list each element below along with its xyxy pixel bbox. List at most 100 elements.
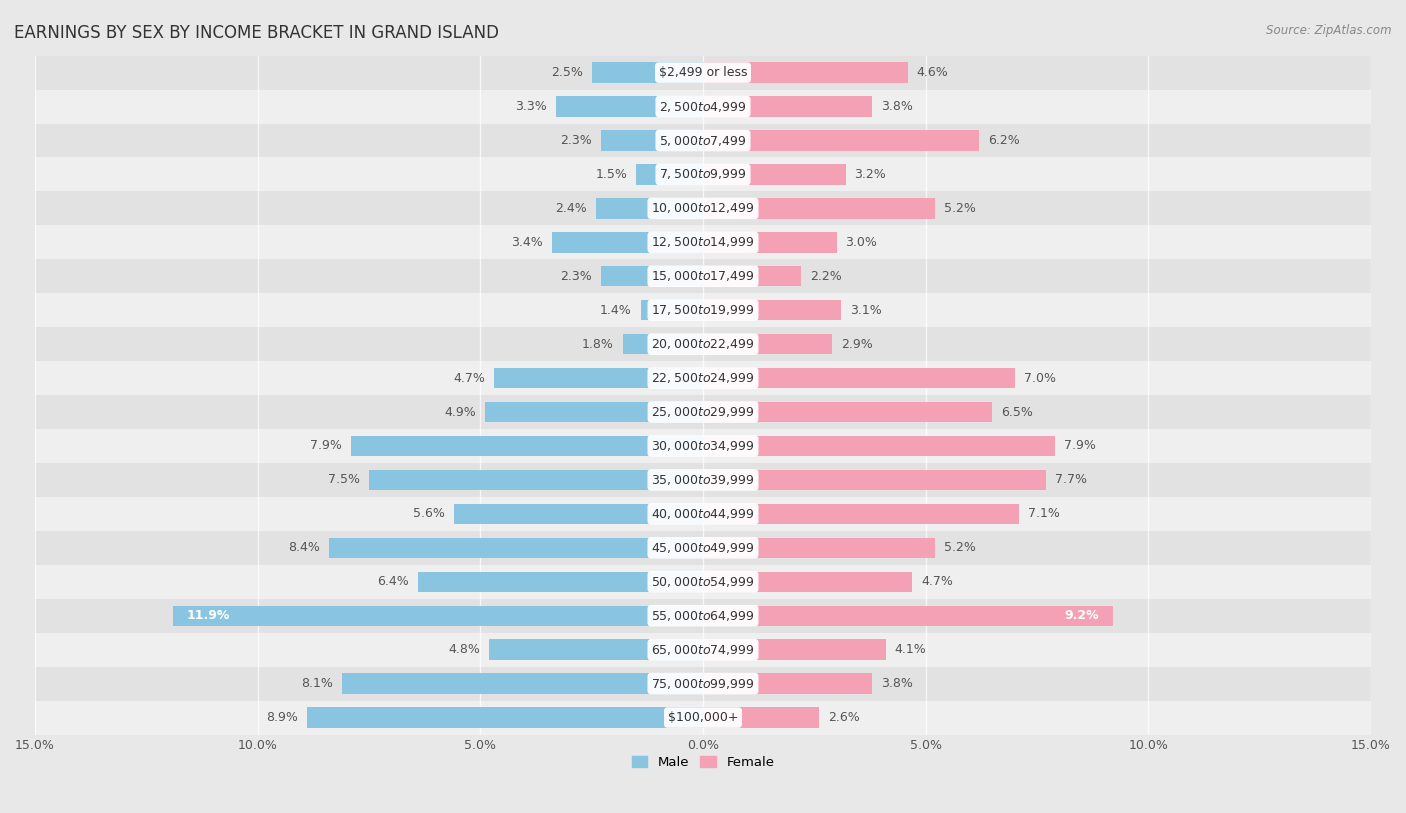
Bar	[703, 97, 872, 117]
Text: 3.0%: 3.0%	[845, 236, 877, 249]
Bar	[703, 504, 1019, 524]
Bar	[703, 537, 935, 558]
Text: 9.2%: 9.2%	[1064, 609, 1099, 622]
Bar	[35, 259, 1371, 293]
Bar	[623, 334, 703, 354]
Text: $25,000 to $29,999: $25,000 to $29,999	[651, 405, 755, 419]
Bar	[703, 233, 837, 253]
Text: 4.8%: 4.8%	[449, 643, 481, 656]
Bar	[703, 164, 845, 185]
Text: 2.6%: 2.6%	[828, 711, 859, 724]
Text: 5.6%: 5.6%	[413, 507, 444, 520]
Text: Source: ZipAtlas.com: Source: ZipAtlas.com	[1267, 24, 1392, 37]
Bar	[35, 158, 1371, 191]
Text: 2.5%: 2.5%	[551, 66, 582, 79]
Text: $55,000 to $64,999: $55,000 to $64,999	[651, 609, 755, 623]
Bar	[703, 368, 1015, 389]
Bar	[35, 531, 1371, 565]
Bar	[35, 225, 1371, 259]
Bar	[35, 633, 1371, 667]
Bar	[173, 606, 703, 626]
Text: 8.4%: 8.4%	[288, 541, 321, 554]
Text: 5.2%: 5.2%	[943, 202, 976, 215]
Bar	[600, 266, 703, 286]
Bar	[703, 63, 908, 83]
Bar	[35, 361, 1371, 395]
Text: $100,000+: $100,000+	[668, 711, 738, 724]
Text: 2.3%: 2.3%	[560, 134, 592, 147]
Text: 1.5%: 1.5%	[595, 168, 627, 181]
Text: $10,000 to $12,499: $10,000 to $12,499	[651, 202, 755, 215]
Text: 3.2%: 3.2%	[855, 168, 886, 181]
Bar	[703, 436, 1054, 456]
Bar	[35, 293, 1371, 327]
Bar	[307, 707, 703, 728]
Text: 3.8%: 3.8%	[882, 677, 912, 690]
Text: 8.9%: 8.9%	[266, 711, 298, 724]
Bar	[636, 164, 703, 185]
Text: $75,000 to $99,999: $75,000 to $99,999	[651, 676, 755, 690]
Text: 7.1%: 7.1%	[1028, 507, 1060, 520]
Text: $45,000 to $49,999: $45,000 to $49,999	[651, 541, 755, 554]
Text: $2,500 to $4,999: $2,500 to $4,999	[659, 99, 747, 114]
Bar	[35, 463, 1371, 497]
Bar	[703, 130, 979, 150]
Bar	[596, 198, 703, 219]
Bar	[35, 55, 1371, 89]
Text: $5,000 to $7,499: $5,000 to $7,499	[659, 133, 747, 147]
Text: 6.2%: 6.2%	[988, 134, 1019, 147]
Text: 6.4%: 6.4%	[377, 576, 409, 589]
Text: $22,500 to $24,999: $22,500 to $24,999	[651, 371, 755, 385]
Bar	[703, 640, 886, 660]
Bar	[703, 572, 912, 592]
Bar	[485, 402, 703, 422]
Bar	[35, 701, 1371, 734]
Text: $50,000 to $54,999: $50,000 to $54,999	[651, 575, 755, 589]
Text: $30,000 to $34,999: $30,000 to $34,999	[651, 439, 755, 453]
Text: 3.3%: 3.3%	[516, 100, 547, 113]
Text: $20,000 to $22,499: $20,000 to $22,499	[651, 337, 755, 351]
Bar	[703, 673, 872, 693]
Bar	[703, 707, 818, 728]
Bar	[418, 572, 703, 592]
Text: 7.7%: 7.7%	[1054, 473, 1087, 486]
Text: 4.6%: 4.6%	[917, 66, 949, 79]
Text: 3.4%: 3.4%	[510, 236, 543, 249]
Text: 4.9%: 4.9%	[444, 406, 475, 419]
Bar	[703, 300, 841, 320]
Bar	[454, 504, 703, 524]
Text: 7.9%: 7.9%	[311, 440, 342, 453]
Text: 4.7%: 4.7%	[921, 576, 953, 589]
Text: 4.1%: 4.1%	[894, 643, 927, 656]
Bar	[35, 497, 1371, 531]
Text: $17,500 to $19,999: $17,500 to $19,999	[651, 303, 755, 317]
Bar	[35, 598, 1371, 633]
Bar	[600, 130, 703, 150]
Bar	[551, 233, 703, 253]
Text: 5.2%: 5.2%	[943, 541, 976, 554]
Text: $12,500 to $14,999: $12,500 to $14,999	[651, 235, 755, 250]
Bar	[703, 334, 832, 354]
Text: 7.9%: 7.9%	[1064, 440, 1095, 453]
Text: $15,000 to $17,499: $15,000 to $17,499	[651, 269, 755, 283]
Bar	[35, 124, 1371, 158]
Bar	[352, 436, 703, 456]
Legend: Male, Female: Male, Female	[631, 755, 775, 768]
Bar	[703, 266, 801, 286]
Text: 2.9%: 2.9%	[841, 337, 873, 350]
Text: 2.3%: 2.3%	[560, 270, 592, 283]
Bar	[703, 606, 1112, 626]
Text: 4.7%: 4.7%	[453, 372, 485, 385]
Bar	[703, 402, 993, 422]
Bar	[342, 673, 703, 693]
Bar	[494, 368, 703, 389]
Bar	[592, 63, 703, 83]
Text: 3.1%: 3.1%	[851, 304, 882, 317]
Bar	[35, 565, 1371, 598]
Text: 3.8%: 3.8%	[882, 100, 912, 113]
Text: 1.8%: 1.8%	[582, 337, 614, 350]
Bar	[35, 89, 1371, 124]
Text: $2,499 or less: $2,499 or less	[659, 66, 747, 79]
Text: $35,000 to $39,999: $35,000 to $39,999	[651, 473, 755, 487]
Text: 8.1%: 8.1%	[301, 677, 333, 690]
